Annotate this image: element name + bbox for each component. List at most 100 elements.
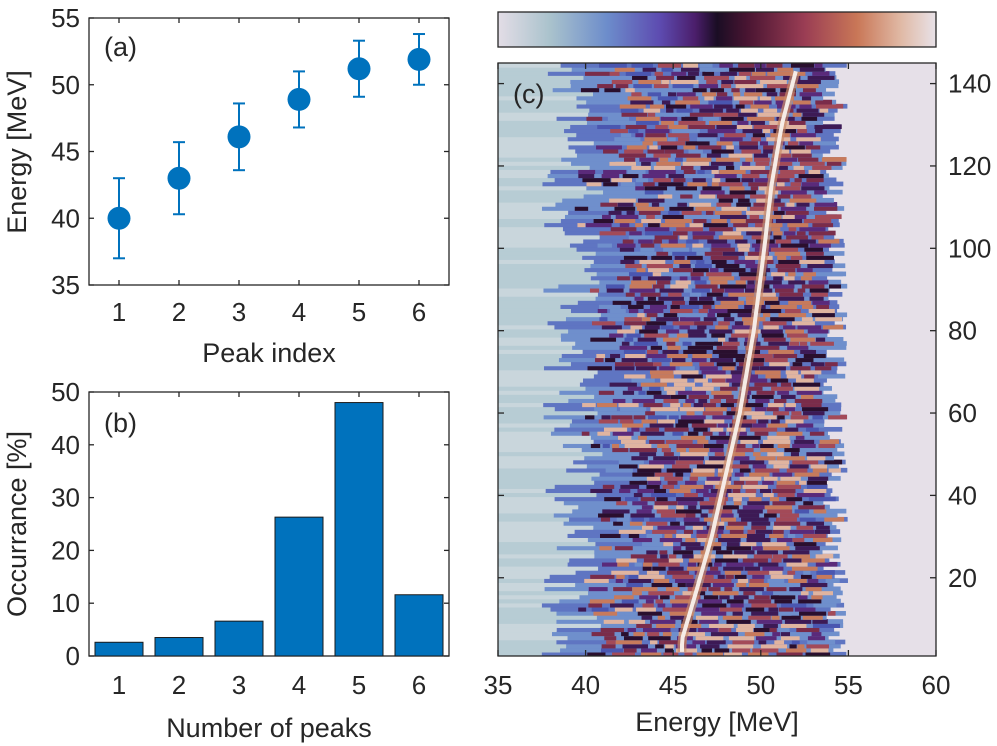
heatmap-cell — [697, 324, 707, 330]
heatmap-cell — [774, 251, 801, 256]
heatmap-cell — [498, 586, 545, 592]
heatmap-cell — [614, 606, 633, 612]
heatmap-cell — [727, 447, 754, 453]
heatmap-cell — [682, 553, 694, 559]
heatmap-cell — [741, 177, 754, 183]
heatmap-cell — [681, 435, 706, 440]
heatmap-cell — [630, 99, 654, 105]
heatmap-row — [498, 202, 838, 207]
heatmap-cell — [759, 95, 772, 101]
heatmap-cell — [498, 426, 555, 432]
heatmap-cell — [589, 287, 600, 293]
heatmap-cell — [625, 263, 642, 269]
heatmap-cell — [641, 193, 654, 199]
heatmap-cell — [801, 185, 825, 191]
heatmap-cell — [801, 557, 825, 563]
heatmap-cell — [726, 541, 740, 547]
heatmap-cell — [498, 443, 563, 449]
heatmap-cell — [683, 529, 694, 534]
heatmap-cell — [645, 230, 673, 236]
heatmap-cell — [730, 218, 746, 224]
heatmap-cell — [663, 541, 674, 547]
heatmap-cell — [644, 324, 660, 330]
heatmap-cell — [797, 324, 822, 330]
heatmap-cell — [810, 361, 825, 367]
heatmap-cell — [640, 242, 655, 248]
heatmap-cell — [594, 406, 617, 412]
heatmap-row — [498, 500, 824, 506]
heatmap-cell — [773, 353, 798, 359]
heatmap-cell — [723, 316, 735, 322]
heatmap-cell — [498, 148, 576, 154]
heatmap-cell — [753, 152, 768, 158]
heatmap-row — [498, 492, 831, 498]
heatmap-cell — [646, 570, 659, 575]
heatmap-cell — [770, 418, 780, 424]
heatmap-cell — [498, 369, 598, 375]
heatmap-cell — [779, 590, 799, 596]
heatmap-cell — [707, 312, 716, 318]
heatmap-cell — [771, 157, 798, 162]
heatmap-cell — [719, 606, 742, 612]
heatmap-cell — [710, 426, 724, 432]
heatmap-row — [498, 124, 842, 130]
heatmap-cell — [635, 177, 649, 183]
heatmap-cell — [783, 230, 796, 236]
heatmap-cell — [590, 157, 616, 162]
heatmap-cell — [730, 369, 752, 375]
heatmap-cell — [798, 173, 824, 179]
heatmap-cell — [639, 157, 659, 162]
heatmap-cell — [738, 71, 752, 76]
heatmap-cell — [498, 459, 574, 465]
heatmap-cell — [621, 598, 639, 604]
heatmap-cell — [653, 455, 679, 461]
heatmap-cell — [710, 435, 732, 440]
heatmap-cell — [678, 390, 707, 395]
heatmap-cell — [597, 431, 611, 436]
heatmap-cell — [635, 185, 645, 191]
heatmap-row — [498, 222, 840, 228]
heatmap-cell — [620, 406, 647, 412]
heatmap-cell — [623, 255, 648, 260]
heatmap-cell — [755, 292, 776, 297]
heatmap-cell — [777, 67, 794, 72]
heatmap-cell — [701, 647, 713, 653]
heatmap-cell — [796, 230, 806, 236]
heatmap-cell — [742, 128, 763, 134]
heatmap-cell — [658, 561, 680, 567]
heatmap-cell — [720, 214, 747, 220]
heatmap-cell — [498, 230, 565, 236]
heatmap-row — [498, 345, 847, 350]
heatmap-cell — [815, 561, 838, 567]
heatmap-cell — [799, 91, 823, 97]
heatmap-row — [498, 561, 841, 567]
heatmap-row — [498, 594, 837, 600]
heatmap-cell — [735, 279, 746, 285]
heatmap-cell — [676, 504, 684, 510]
heatmap-cell — [498, 328, 569, 334]
heatmap-cell — [498, 283, 559, 289]
heatmap-cell — [752, 647, 779, 653]
heatmap-cell — [603, 619, 625, 624]
heatmap-cell — [727, 643, 754, 649]
heatmap-cell — [709, 226, 733, 232]
heatmap-cell — [734, 259, 756, 264]
heatmap-cell — [623, 635, 643, 641]
heatmap-cell — [692, 467, 715, 473]
heatmap-cell — [576, 95, 824, 101]
heatmap-cell — [676, 152, 701, 158]
heatmap-cell — [629, 447, 657, 453]
heatmap-cell — [498, 271, 597, 277]
heatmap-cell — [748, 496, 762, 502]
heatmap-row — [498, 619, 844, 624]
heatmap-row — [498, 332, 828, 338]
panel-c-ytick-label: 80 — [948, 316, 977, 346]
heatmap-cell — [745, 296, 757, 301]
heatmap-cell — [726, 525, 744, 530]
heatmap-cell — [726, 619, 751, 624]
heatmap-cell — [787, 222, 809, 228]
heatmap-cell — [647, 349, 659, 354]
heatmap-cell — [599, 471, 832, 477]
heatmap-cell — [667, 345, 681, 350]
heatmap-cell — [766, 91, 778, 97]
